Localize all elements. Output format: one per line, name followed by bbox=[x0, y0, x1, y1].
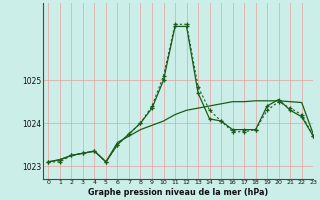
X-axis label: Graphe pression niveau de la mer (hPa): Graphe pression niveau de la mer (hPa) bbox=[88, 188, 268, 197]
